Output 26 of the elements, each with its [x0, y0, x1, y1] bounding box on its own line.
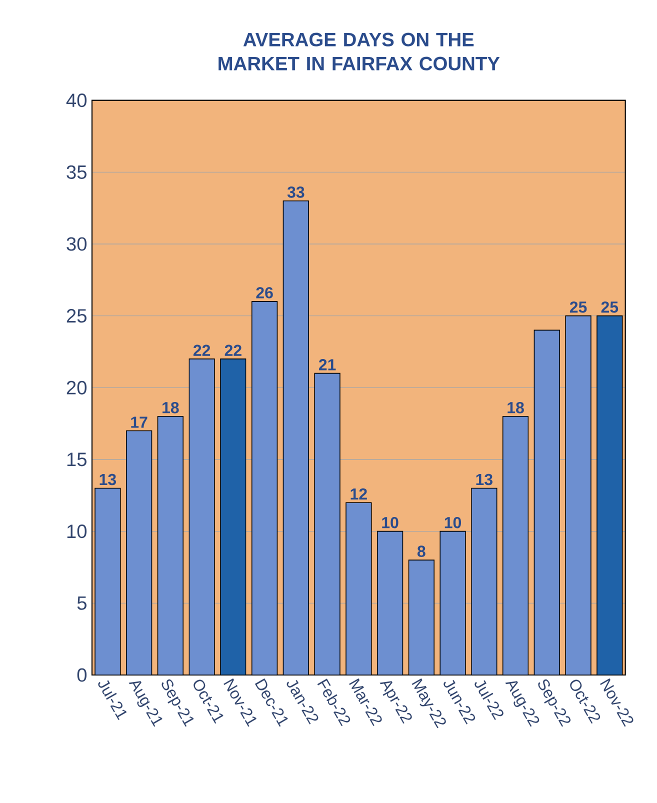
data-label: 13 [476, 474, 492, 486]
data-label: 18 [162, 402, 179, 414]
data-label: 25 [570, 301, 587, 313]
y-tick-label: 40 [66, 94, 87, 108]
y-tick-label: 30 [66, 237, 87, 251]
data-label: 8 [417, 546, 426, 557]
data-label: 22 [224, 344, 242, 356]
data-label: 26 [256, 287, 273, 298]
data-label: 25 [601, 301, 618, 313]
data-label: 10 [444, 516, 462, 528]
y-tick-label: 15 [67, 452, 86, 466]
data-label: 17 [131, 416, 148, 428]
y-tick-label: 25 [66, 309, 86, 323]
data-label: 33 [287, 186, 304, 198]
data-label: 12 [350, 488, 367, 500]
data-label: 18 [508, 402, 524, 414]
data-label: 21 [318, 359, 336, 370]
y-tick-label: 0 [77, 668, 87, 682]
y-tick-label: 20 [66, 380, 87, 394]
chart-title: AVERAGE DAYS ON THE MARKET IN FAIRFAX COUNTY [218, 32, 500, 70]
data-label: 10 [382, 516, 398, 528]
y-tick-label: 35 [66, 165, 86, 179]
data-label: 13 [100, 474, 116, 486]
y-tick-label: 10 [67, 524, 87, 538]
data-label: 22 [193, 344, 210, 356]
y-tick-label: 5 [77, 596, 86, 610]
